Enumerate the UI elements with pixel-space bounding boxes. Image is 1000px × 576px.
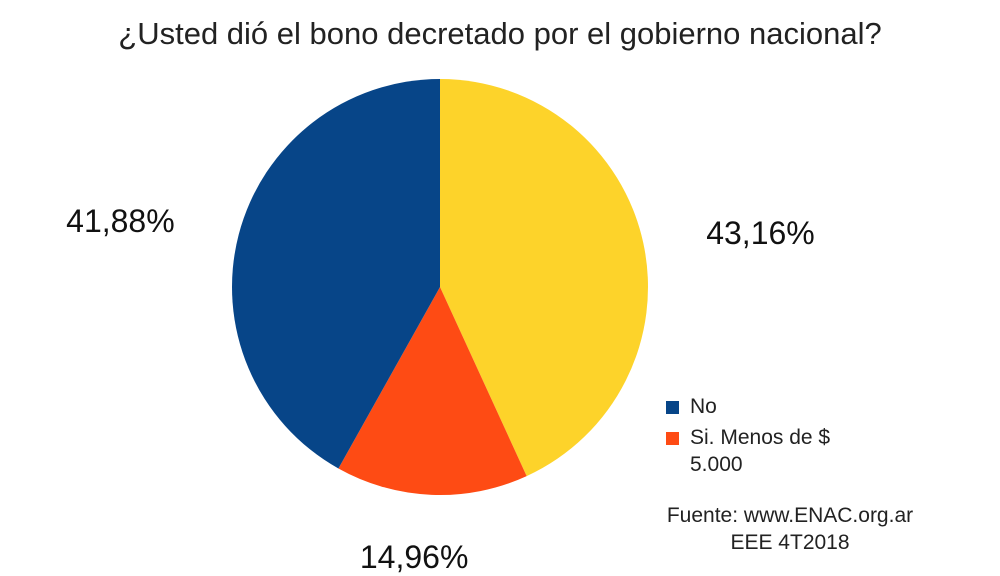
source-line-1: Fuente: www.ENAC.org.ar	[666, 504, 914, 527]
legend-label-no: No	[690, 395, 717, 418]
pie-slice-2	[232, 79, 440, 469]
pie-slices	[232, 79, 649, 495]
data-label-14-96: 14,96%	[359, 538, 469, 575]
legend-swatch-no	[666, 401, 679, 414]
pie-slice-0	[440, 79, 649, 477]
data-label-43-16: 43,16%	[706, 215, 815, 252]
legend-item-si: Si. Menos de $ 5.000	[666, 424, 886, 478]
legend-label-si: Si. Menos de $ 5.000	[690, 426, 831, 476]
source-note: Fuente: www.ENAC.org.ar EEE 4T2018	[600, 502, 980, 556]
data-label-41-88: 41,88%	[66, 203, 175, 240]
legend-item-no: No	[666, 393, 886, 420]
legend: No Si. Menos de $ 5.000	[666, 393, 886, 478]
pie-slice-1	[338, 287, 527, 495]
chart-title: ¿Usted dió el bono decretado por el gobi…	[118, 16, 882, 51]
legend-swatch-si	[666, 432, 679, 445]
source-line-2: EEE 4T2018	[730, 531, 850, 554]
